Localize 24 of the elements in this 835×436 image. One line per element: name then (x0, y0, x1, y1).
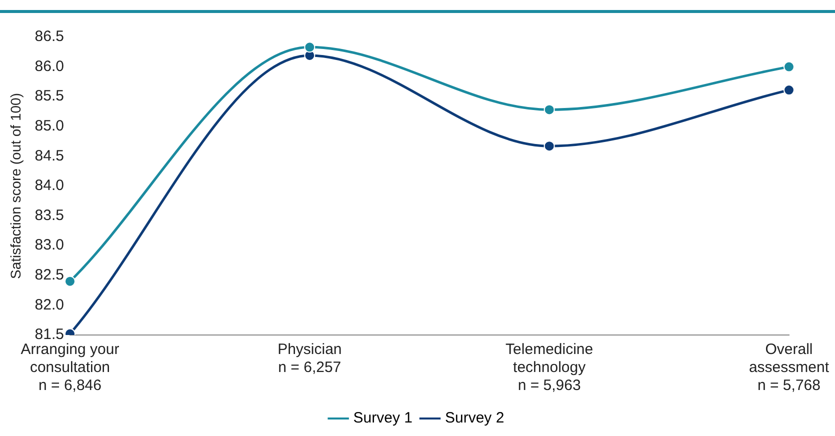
point (544, 104, 555, 116)
y-tick-label: 85.0 (34, 118, 64, 135)
y-tick-label: 85.5 (34, 88, 64, 105)
y-tick-label: 86.0 (34, 58, 64, 75)
y-tick-label: 82.5 (34, 266, 64, 284)
y-tick-label: 83.0 (34, 236, 64, 254)
point (304, 42, 316, 53)
point (783, 61, 794, 72)
y-tick-label: 82.0 (34, 296, 64, 314)
y-tick-label: 84.5 (34, 147, 64, 164)
x-tick-label: Physician n = 6,257 (278, 341, 342, 376)
y-tick-label: 81.5 (34, 326, 64, 344)
y-tick-label: 83.5 (34, 206, 64, 224)
x-tick-label: Arranging your consultation n = 6,846 (20, 341, 120, 394)
point (783, 84, 794, 96)
legend-label: Survey 2 (445, 410, 504, 427)
point (64, 276, 76, 287)
point (544, 140, 555, 152)
y-tick-label: 86.5 (34, 28, 64, 46)
x-tick-label: Overall assessment n = 5,768 (748, 341, 830, 394)
x-tick-label: Telemedicine technology n = 5,963 (506, 341, 594, 394)
y-axis-title: Satisfaction score (out of 100) (7, 93, 24, 279)
legend-label: Survey 1 (353, 410, 413, 427)
y-tick-label: 84.0 (34, 177, 64, 194)
